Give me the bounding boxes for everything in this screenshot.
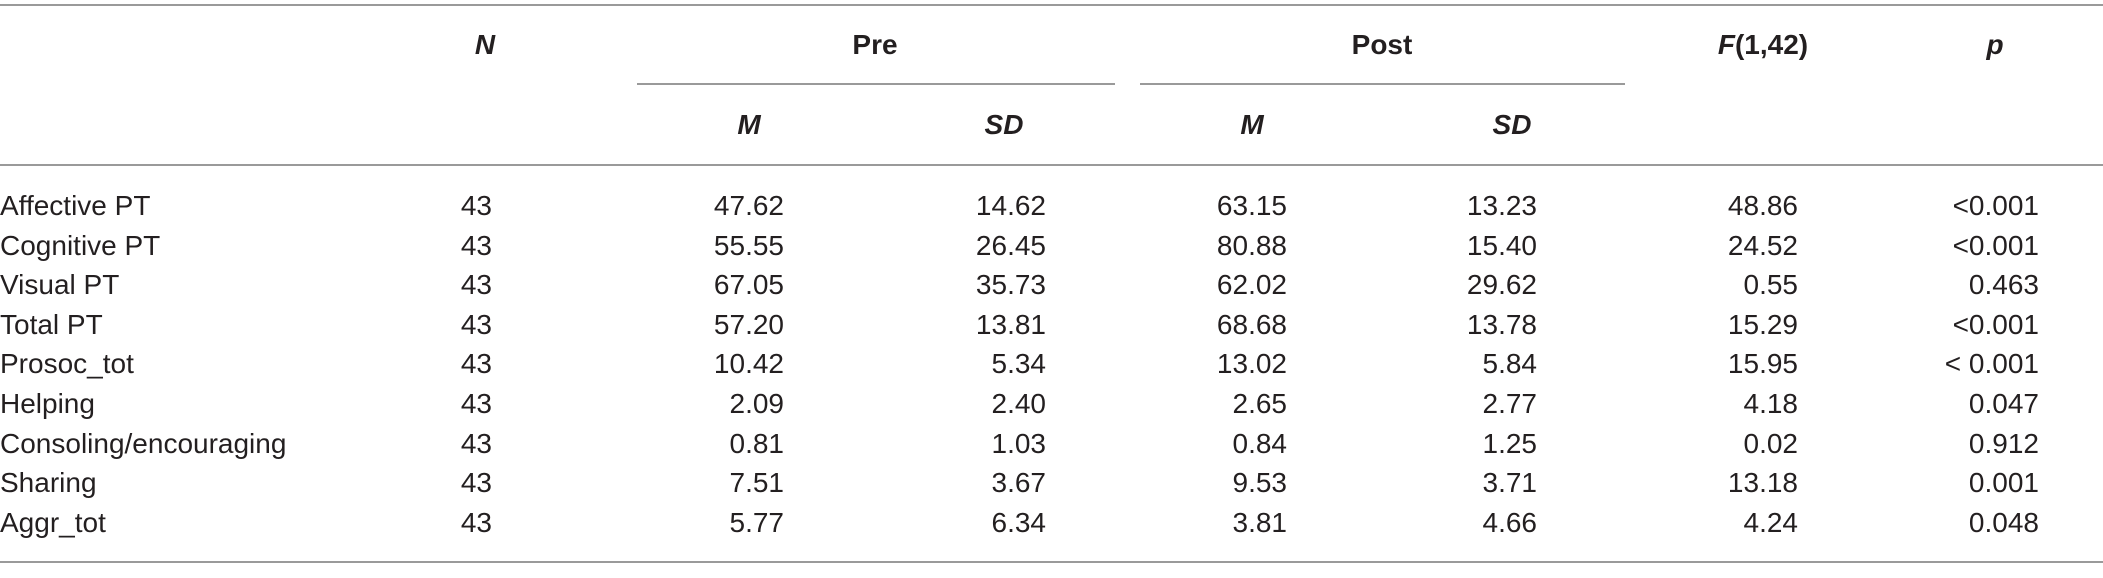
row-label: Visual PT [0, 269, 120, 300]
cell-post-m: 2.65 [1232, 388, 1288, 419]
cell-pre-m: 5.77 [729, 507, 785, 538]
header-f-letter: F [1717, 29, 1735, 60]
cell-pre-sd: 13.81 [975, 309, 1046, 340]
cell-pre-m: 10.42 [713, 348, 784, 379]
cell-pre-m: 7.51 [729, 467, 785, 498]
cell-pre-m: 47.62 [713, 190, 784, 221]
cell-n: 43 [460, 388, 492, 419]
table-top-rule [0, 4, 2103, 6]
cell-post-sd: 13.78 [1466, 309, 1537, 340]
cell-f: 15.29 [1727, 309, 1798, 340]
row-label: Cognitive PT [0, 230, 161, 261]
row-label: Sharing [0, 467, 97, 498]
cell-n: 43 [460, 507, 492, 538]
cell-post-m: 3.81 [1232, 507, 1288, 538]
row-label: Helping [0, 388, 95, 419]
cell-p: 0.048 [1968, 507, 2039, 538]
cell-f: 4.18 [1743, 388, 1799, 419]
cell-p: 0.463 [1968, 269, 2039, 300]
cell-f: 24.52 [1727, 230, 1798, 261]
cell-post-m: 63.15 [1216, 190, 1287, 221]
cell-post-m: 80.88 [1216, 230, 1287, 261]
cell-post-sd: 29.62 [1466, 269, 1537, 300]
cell-n: 43 [460, 309, 492, 340]
cell-f: 0.02 [1743, 428, 1799, 459]
cell-f: 48.86 [1727, 190, 1798, 221]
cell-f: 15.95 [1727, 348, 1798, 379]
cell-n: 43 [460, 190, 492, 221]
table-header-rule [0, 164, 2103, 166]
pre-span-rule [637, 83, 1115, 85]
cell-p: <0.001 [1952, 309, 2039, 340]
cell-post-sd: 5.84 [1482, 348, 1538, 379]
row-label: Total PT [0, 309, 103, 340]
cell-pre-sd: 5.34 [991, 348, 1047, 379]
cell-n: 43 [460, 428, 492, 459]
header-pre-m: M [737, 109, 761, 140]
header-f-df: (1,42) [1734, 29, 1809, 60]
cell-post-sd: 3.71 [1482, 467, 1538, 498]
cell-post-m: 9.53 [1232, 467, 1288, 498]
cell-p: 0.001 [1968, 467, 2039, 498]
cell-post-m: 13.02 [1216, 348, 1287, 379]
cell-n: 43 [460, 269, 492, 300]
cell-p: <0.001 [1952, 190, 2039, 221]
row-label: Prosoc_tot [0, 348, 134, 379]
cell-pre-m: 2.09 [729, 388, 785, 419]
table-bottom-rule [0, 561, 2103, 563]
cell-pre-sd: 14.62 [975, 190, 1046, 221]
header-f-stat: F(1,42) [1718, 27, 1808, 63]
header-post: Post [1351, 29, 1413, 60]
row-label: Aggr_tot [0, 507, 106, 538]
header-pre-sd: SD [984, 109, 1024, 140]
cell-post-sd: 2.77 [1482, 388, 1538, 419]
cell-pre-sd: 26.45 [975, 230, 1046, 261]
cell-f: 13.18 [1727, 467, 1798, 498]
cell-n: 43 [460, 348, 492, 379]
cell-post-sd: 13.23 [1466, 190, 1537, 221]
header-p: p [1986, 29, 2004, 60]
cell-p: 0.047 [1968, 388, 2039, 419]
cell-n: 43 [460, 467, 492, 498]
post-span-rule [1140, 83, 1625, 85]
cell-pre-m: 55.55 [713, 230, 784, 261]
cell-p: 0.912 [1968, 428, 2039, 459]
cell-pre-m: 0.81 [729, 428, 785, 459]
cell-post-m: 62.02 [1216, 269, 1287, 300]
header-pre: Pre [852, 29, 898, 60]
cell-pre-sd: 3.67 [991, 467, 1047, 498]
cell-post-m: 0.84 [1232, 428, 1288, 459]
header-post-m: M [1240, 109, 1264, 140]
cell-pre-m: 57.20 [713, 309, 784, 340]
row-label: Consoling/encouraging [0, 428, 287, 459]
cell-pre-sd: 35.73 [975, 269, 1046, 300]
cell-post-sd: 1.25 [1482, 428, 1538, 459]
cell-f: 0.55 [1743, 269, 1799, 300]
cell-pre-sd: 6.34 [991, 507, 1047, 538]
header-post-sd: SD [1492, 109, 1532, 140]
cell-pre-sd: 1.03 [991, 428, 1047, 459]
cell-pre-sd: 2.40 [991, 388, 1047, 419]
cell-n: 43 [460, 230, 492, 261]
row-label: Affective PT [0, 190, 151, 221]
cell-p: <0.001 [1952, 230, 2039, 261]
cell-p: < 0.001 [1944, 348, 2039, 379]
header-n: N [474, 29, 496, 60]
cell-post-sd: 15.40 [1466, 230, 1537, 261]
cell-f: 4.24 [1743, 507, 1799, 538]
cell-pre-m: 67.05 [713, 269, 784, 300]
cell-post-m: 68.68 [1216, 309, 1287, 340]
cell-post-sd: 4.66 [1482, 507, 1538, 538]
